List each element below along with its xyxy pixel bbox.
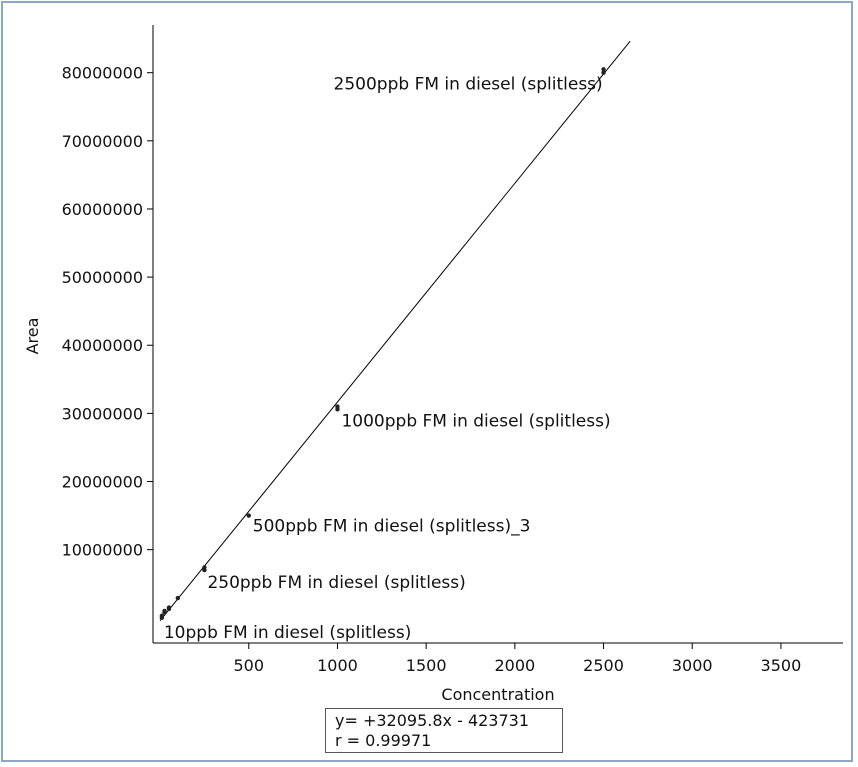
point-annotation: 1000ppb FM in diesel (splitless): [341, 411, 610, 431]
y-tick-label: 80000000: [62, 64, 143, 83]
x-tick-label: 2500: [583, 656, 624, 675]
y-tick-label: 40000000: [62, 336, 143, 355]
data-point: [202, 565, 207, 570]
point-annotation: 10ppb FM in diesel (splitless): [164, 623, 412, 643]
data-point: [601, 70, 606, 75]
y-tick-label: 20000000: [62, 473, 143, 492]
equation-line-r: r = 0.99971: [335, 731, 432, 750]
equation-line-fit: y= +32095.8x - 423731: [335, 711, 530, 730]
data-point: [175, 595, 181, 601]
point-annotation: 250ppb FM in diesel (splitless): [207, 573, 465, 593]
regression-line: [159, 40, 631, 621]
x-tick-label: 1500: [406, 656, 447, 675]
point-annotation: 2500ppb FM in diesel (splitless): [334, 75, 603, 95]
calibration-chart: 10000000 20000000 30000000 40000000 50000000…: [23, 25, 843, 704]
data-point: [162, 608, 167, 614]
equation-box: y= +32095.8x - 423731 r = 0.99971: [325, 708, 563, 753]
y-axis-title: Area: [23, 318, 42, 355]
x-tick-label: 3500: [761, 656, 802, 675]
x-tick-label: 1000: [317, 656, 358, 675]
x-tick-label: 500: [234, 656, 265, 675]
data-point: [159, 613, 165, 618]
x-tick-label: 2000: [494, 656, 535, 675]
y-tick-label: 50000000: [62, 268, 143, 287]
x-tick-label: 3000: [672, 656, 713, 675]
data-point: [166, 605, 172, 610]
point-annotation: 500ppb FM in diesel (splitless)_3: [253, 517, 531, 537]
y-tick-label: 60000000: [62, 200, 143, 219]
y-tick-label: 70000000: [62, 132, 143, 151]
y-tick-label: 30000000: [62, 404, 143, 423]
data-point: [601, 67, 606, 72]
data-point: [246, 513, 251, 518]
y-tick-label: 10000000: [62, 541, 143, 560]
x-axis-title: Concentration: [441, 685, 554, 704]
data-point: [335, 404, 340, 409]
